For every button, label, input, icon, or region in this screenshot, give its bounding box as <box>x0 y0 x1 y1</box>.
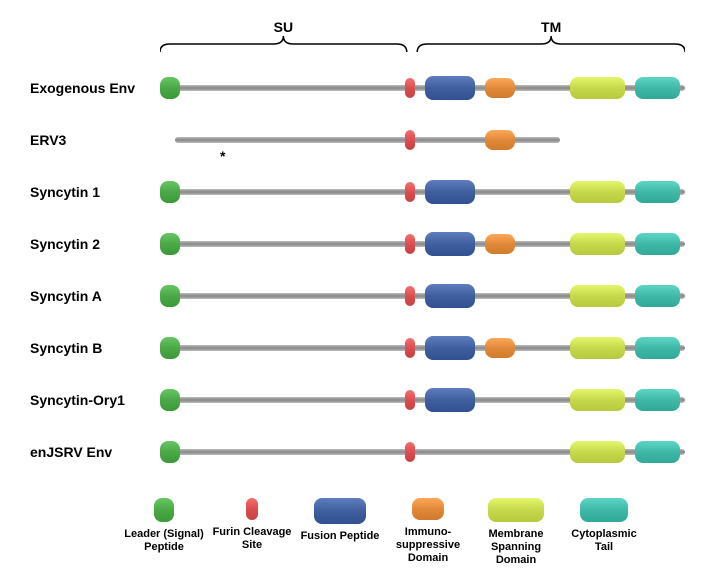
legend-item: Leader (Signal) Peptide <box>124 498 204 568</box>
protein-track <box>160 182 688 202</box>
region-header: SU TM <box>160 20 688 54</box>
immuno-domain <box>485 338 515 358</box>
protein-row: Syncytin-Ory1 <box>30 374 688 426</box>
protein-row: Syncytin 2 <box>30 218 688 270</box>
protein-label: enJSRV Env <box>30 444 160 460</box>
membrane-domain <box>570 389 625 411</box>
legend-item: Cytoplasmic Tail <box>564 498 644 568</box>
legend-label: Cytoplasmic Tail <box>564 528 644 554</box>
protein-row: enJSRV Env <box>30 426 688 478</box>
furin-domain <box>405 390 415 410</box>
cytotail-domain <box>635 233 680 255</box>
furin-domain <box>405 442 415 462</box>
cytotail-domain <box>635 77 680 99</box>
protein-label: Syncytin-Ory1 <box>30 392 160 408</box>
leader-domain <box>160 389 180 411</box>
cytotail-domain <box>635 181 680 203</box>
legend-label: Leader (Signal) Peptide <box>124 528 204 554</box>
legend-item: Furin Cleavage Site <box>212 498 292 568</box>
protein-rows-container: Exogenous EnvERV3*Syncytin 1Syncytin 2Sy… <box>30 62 688 478</box>
protein-track <box>160 338 688 358</box>
leader-domain <box>160 181 180 203</box>
membrane-domain <box>570 181 625 203</box>
protein-row: Syncytin 1 <box>30 166 688 218</box>
legend-label: Membrane Spanning Domain <box>476 528 556 568</box>
membrane-domain <box>570 77 625 99</box>
protein-label: Syncytin B <box>30 340 160 356</box>
legend-label: Immuno- suppressive Domain <box>388 526 468 566</box>
protein-track <box>160 442 688 462</box>
furin-domain <box>405 78 415 98</box>
su-label: SU <box>274 20 293 35</box>
protein-track <box>160 234 688 254</box>
protein-label: Syncytin A <box>30 288 160 304</box>
leader-domain <box>160 77 180 99</box>
cytotail-domain <box>635 389 680 411</box>
protein-label: Syncytin 1 <box>30 184 160 200</box>
legend-label: Fusion Peptide <box>301 530 380 543</box>
furin-domain <box>405 286 415 306</box>
protein-label: ERV3 <box>30 132 160 148</box>
fusion-domain <box>425 232 475 256</box>
protein-row: Exogenous Env <box>30 62 688 114</box>
asterisk-marker: * <box>220 148 225 164</box>
protein-track <box>160 390 688 410</box>
fusion-domain <box>425 284 475 308</box>
membrane-domain <box>570 337 625 359</box>
fusion-domain <box>425 336 475 360</box>
cytotail-legend-icon <box>580 498 628 522</box>
protein-row: ERV3* <box>30 114 688 166</box>
leader-domain <box>160 285 180 307</box>
membrane-domain <box>570 441 625 463</box>
legend-item: Immuno- suppressive Domain <box>388 498 468 568</box>
protein-label: Exogenous Env <box>30 80 160 96</box>
leader-legend-icon <box>154 498 174 522</box>
cytotail-domain <box>635 285 680 307</box>
furin-domain <box>405 338 415 358</box>
leader-domain <box>160 337 180 359</box>
legend: Leader (Signal) Peptide Furin Cleavage Si… <box>30 498 688 568</box>
legend-label: Furin Cleavage Site <box>212 526 292 552</box>
legend-item: Fusion Peptide <box>300 498 380 568</box>
protein-track <box>160 78 688 98</box>
furin-domain <box>405 234 415 254</box>
immuno-domain <box>485 130 515 150</box>
tm-label: TM <box>541 20 561 35</box>
immuno-domain <box>485 234 515 254</box>
fusion-domain <box>425 388 475 412</box>
legend-item: Membrane Spanning Domain <box>476 498 556 568</box>
fusion-legend-icon <box>314 498 366 524</box>
membrane-domain <box>570 285 625 307</box>
membrane-legend-icon <box>488 498 544 522</box>
protein-label: Syncytin 2 <box>30 236 160 252</box>
immuno-legend-icon <box>412 498 444 520</box>
cytotail-domain <box>635 441 680 463</box>
protein-row: Syncytin A <box>30 270 688 322</box>
membrane-domain <box>570 233 625 255</box>
protein-track <box>160 286 688 306</box>
leader-domain <box>160 233 180 255</box>
protein-row: Syncytin B <box>30 322 688 374</box>
fusion-domain <box>425 180 475 204</box>
leader-domain <box>160 441 180 463</box>
tm-brace <box>417 36 685 52</box>
region-braces-svg: SU TM <box>160 20 685 54</box>
fusion-domain <box>425 76 475 100</box>
protein-track: * <box>160 130 688 150</box>
furin-domain <box>405 182 415 202</box>
cytotail-domain <box>635 337 680 359</box>
furin-domain <box>405 130 415 150</box>
su-brace <box>160 36 407 52</box>
furin-legend-icon <box>246 498 258 520</box>
immuno-domain <box>485 78 515 98</box>
